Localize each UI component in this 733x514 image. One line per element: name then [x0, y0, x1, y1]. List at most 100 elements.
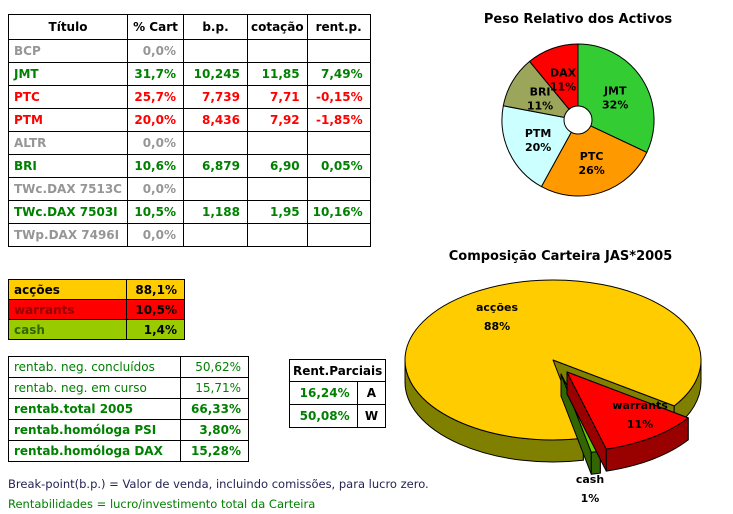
cell-cot: 7,92: [246, 108, 308, 132]
table-row: BCP 0,0%: [8, 39, 371, 63]
pie-label: 11%: [627, 418, 653, 431]
rentab-label: rentab.total 2005: [8, 398, 181, 420]
column-header: % Cart: [126, 14, 184, 40]
cell-rent: [306, 39, 371, 63]
main-table-header: Título% Cart b.p. cotação rent.p.: [8, 14, 371, 40]
pie-label: 88%: [484, 320, 510, 333]
rentab-row: rentab.homóloga DAX 15,28%: [8, 440, 249, 462]
rentab-value: 50,62%: [180, 356, 249, 378]
parciais-code: A: [356, 381, 387, 405]
rentab-row: rentab.total 2005 66,33%: [8, 398, 249, 420]
rentab-label: rentab.homóloga PSI: [8, 419, 181, 441]
cell-cot: [246, 39, 308, 63]
table-row: JMT 31,7% 10,245 11,85 7,49%: [8, 62, 371, 86]
rentab-table-body: rentab. neg. concluídos 50,62% rentab. neg…: [8, 356, 249, 462]
rentab-value: 66,33%: [180, 398, 249, 420]
cell-cart: 20,0%: [126, 108, 184, 132]
cell-cart: 25,7%: [126, 85, 184, 109]
pie-label: DAX: [550, 67, 577, 80]
cell-titulo: TWp.DAX 7496I: [8, 223, 128, 247]
cell-cart: 31,7%: [126, 62, 184, 86]
cell-cart: 10,6%: [126, 154, 184, 178]
composition-row: acções 88,1%: [8, 279, 185, 300]
table-row: TWc.DAX 7513C 0,0%: [8, 177, 371, 201]
column-header: cotação: [246, 14, 308, 40]
parciais-code: W: [356, 404, 387, 428]
cell-rent: [306, 223, 371, 247]
cell-bp: 10,245: [182, 62, 248, 86]
rentab-row: rentab.homóloga PSI 3,80%: [8, 419, 249, 441]
footnote-breakpoint: Break-point(b.p.) = Valor de venda, incl…: [8, 477, 429, 491]
pie-label: warrants: [612, 399, 668, 412]
parciais-value: 16,24%: [289, 381, 358, 405]
table-row: ALTR 0,0%: [8, 131, 371, 155]
asset-class-value: 10,5%: [126, 299, 185, 320]
asset-class-label: warrants: [8, 299, 127, 320]
pie-label: JMT: [603, 84, 627, 97]
rentab-row: rentab. neg. concluídos 50,62%: [8, 356, 249, 378]
chart-title-activos: Peso Relativo dos Activos: [483, 12, 673, 27]
parciais-table: Rent.Parciais 16,24% A 50,08% W: [288, 359, 387, 428]
main-table-body: BCP 0,0% JMT 31,7% 10,245 11,85 7,49% PTC 25,7% 7…: [8, 39, 371, 247]
pie-label: PTM: [525, 127, 552, 140]
pie-slice-acções: [404, 279, 702, 441]
cell-bp: 7,739: [182, 85, 248, 109]
table-row: PTC 25,7% 7,739 7,71 -0,15%: [8, 85, 371, 109]
composition-table: acções 88,1% warrants 10,5% cash 1,4%: [8, 279, 185, 340]
rentab-value: 3,80%: [180, 419, 249, 441]
rentab-row: rentab. neg. em curso 15,71%: [8, 377, 249, 399]
cell-rent: [306, 131, 371, 155]
cell-bp: [182, 177, 248, 201]
pie-3d-svg: acções 88% warrants 11% cash 1%: [404, 279, 702, 505]
parciais-title: Rent.Parciais: [288, 359, 387, 382]
cell-rent: 0,05%: [306, 154, 371, 178]
cell-cart: 0,0%: [126, 177, 184, 201]
cell-titulo: TWc.DAX 7503I: [8, 200, 128, 224]
parciais-row: 50,08% W: [289, 404, 387, 428]
cell-cot: [246, 177, 308, 201]
parciais-row: 16,24% A: [289, 381, 387, 405]
cell-titulo: TWc.DAX 7513C: [8, 177, 128, 201]
cell-titulo: PTM: [8, 108, 128, 132]
pie-slice-warrants: [566, 371, 689, 450]
cell-cart: 0,0%: [126, 223, 184, 247]
rentab-label: rentab. neg. em curso: [8, 377, 181, 399]
rentab-value: 15,28%: [180, 440, 249, 462]
rentab-label: rentab. neg. concluídos: [8, 356, 181, 378]
donut-hole: [563, 105, 593, 135]
rentab-value: 15,71%: [180, 377, 249, 399]
pie-label: BRI: [530, 86, 551, 99]
cell-cot: 6,90: [246, 154, 308, 178]
cell-bp: 1,188: [182, 200, 248, 224]
rentab-table: rentab. neg. concluídos 50,62% rentab. neg…: [8, 356, 249, 462]
cell-titulo: JMT: [8, 62, 128, 86]
asset-class-label: cash: [8, 319, 127, 340]
pie-label: PTC: [580, 150, 604, 163]
cell-titulo: BRI: [8, 154, 128, 178]
rentab-label: rentab.homóloga DAX: [8, 440, 181, 462]
table-row: BRI 10,6% 6,879 6,90 0,05%: [8, 154, 371, 178]
asset-class-value: 88,1%: [126, 279, 185, 300]
pie-slice-PTM: [501, 105, 579, 188]
composition-table-body: acções 88,1% warrants 10,5% cash 1,4%: [8, 279, 185, 340]
pie-label: 32%: [602, 98, 628, 111]
pie-label: 26%: [578, 164, 604, 177]
cell-cart: 0,0%: [126, 131, 184, 155]
cell-cot: [246, 131, 308, 155]
header-row: Rent.Parciais: [288, 359, 387, 382]
table-row: TWc.DAX 7503I 10,5% 1,188 1,95 10,16%: [8, 200, 371, 224]
pie-label: 1%: [581, 492, 600, 505]
cell-rent: 10,16%: [306, 200, 371, 224]
chart-title-carteira: Composição Carteira JAS*2005: [448, 249, 673, 264]
main-table: Título% Cart b.p. cotação rent.p. BCP 0,0% JM…: [8, 14, 371, 247]
cell-titulo: PTC: [8, 85, 128, 109]
column-header: Título: [8, 14, 128, 40]
composition-row: cash 1,4%: [8, 319, 185, 340]
pie-label: cash: [576, 473, 604, 486]
cell-rent: -1,85%: [306, 108, 371, 132]
composition-row: warrants 10,5%: [8, 299, 185, 320]
cell-rent: 7,49%: [306, 62, 371, 86]
asset-class-label: acções: [8, 279, 127, 300]
cell-cot: 11,85: [246, 62, 308, 86]
